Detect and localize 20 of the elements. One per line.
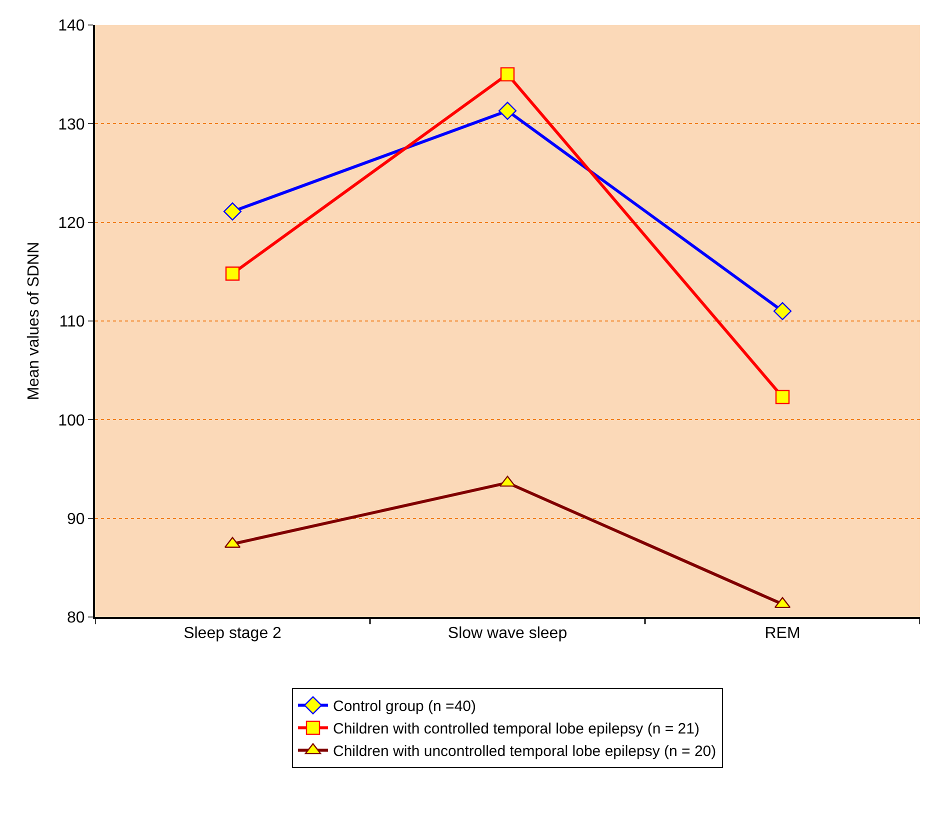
x-tick-label: Slow wave sleep <box>448 625 568 642</box>
y-tick-label: 140 <box>58 18 85 35</box>
y-tick-label: 100 <box>58 412 85 430</box>
point <box>498 102 517 120</box>
point <box>500 67 515 82</box>
y-tick-label: 80 <box>67 610 85 627</box>
point <box>223 202 242 221</box>
x-tick-label: Sleep stage 2 <box>184 625 282 642</box>
y-tick-label: 120 <box>58 214 85 232</box>
y-axis-title: Mean values of SDNN <box>25 242 42 400</box>
point <box>225 266 240 281</box>
y-tick-label: 90 <box>67 510 85 528</box>
legend-label: Children with controlled temporal lobe epilepsy (n = 21) <box>333 720 700 738</box>
legend-label: Children with uncontrolled temporal lobe epilepsy (n = 20) <box>333 743 716 760</box>
legend-label: Control group (n =40) <box>333 698 476 716</box>
point <box>775 390 790 404</box>
y-tick-label: 130 <box>58 116 85 134</box>
point <box>773 302 792 320</box>
x-tick-label: REM <box>764 625 800 642</box>
y-tick-label: 110 <box>59 314 85 331</box>
